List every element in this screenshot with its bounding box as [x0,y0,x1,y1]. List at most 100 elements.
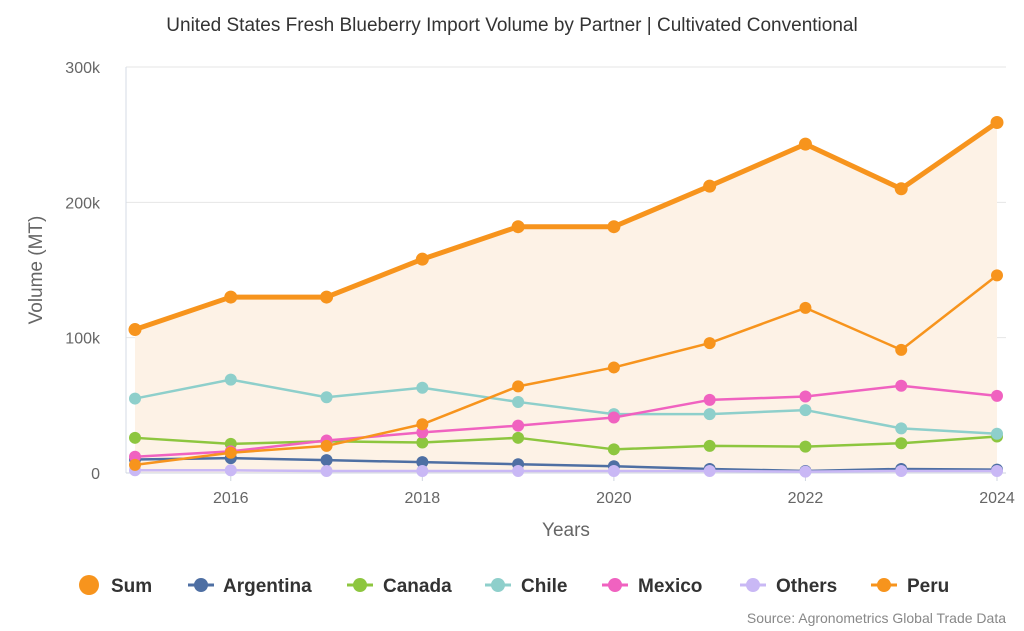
data-point-canada [703,439,716,452]
data-point-sum [415,252,429,266]
y-axis-label: Volume (MT) [26,216,47,325]
data-point-mexico [703,393,716,406]
series-sum [128,115,1004,337]
data-point-peru [320,439,333,452]
data-point-sum [320,290,334,304]
y-tick-label: 100k [65,331,101,348]
data-point-mexico [607,411,620,424]
data-point-sum [990,115,1004,129]
source-note: Source: Agronometrics Global Trade Data [747,610,1006,626]
chart-title: United States Fresh Blueberry Import Vol… [166,15,857,36]
x-tick-label: 2024 [979,490,1015,507]
data-point-mexico [512,419,525,432]
data-point-peru [224,446,237,459]
data-point-mexico [799,390,812,403]
legend-item-mexico: Mexico [602,576,702,597]
legend-symbol [746,578,760,592]
series-line-chile [133,378,999,436]
legend: Sum Argentina Canada Chile Mexico Others Peru [79,575,949,597]
series-chile [129,373,1003,440]
series-peru [129,269,1003,471]
series-line-sum [132,119,1000,333]
data-point-mexico [895,379,908,392]
data-point-sum [607,220,621,234]
legend-symbol [877,578,891,592]
data-point-sum [224,290,238,304]
data-point-peru [512,380,525,393]
data-point-sum [798,137,812,151]
series-line-argentina [133,456,999,473]
data-point-peru [895,343,908,356]
sum-area [135,122,997,473]
y-tick-label: 200k [65,195,101,212]
series-line-mexico [133,384,999,459]
data-point-peru [799,301,812,314]
data-point-chile [799,404,812,417]
data-point-canada [129,431,141,444]
legend-symbol [491,578,505,592]
legend-item-canada: Canada [347,576,452,597]
data-point-chile [991,427,1003,440]
data-point-mexico [991,389,1003,402]
legend-item-others: Others [740,576,837,597]
data-point-canada [416,436,429,449]
data-point-peru [991,269,1003,282]
series-line-canada [133,435,999,451]
data-point-chile [895,422,908,435]
data-point-peru [416,418,429,431]
data-point-peru [703,337,716,350]
data-point-canada [512,431,525,444]
data-point-peru [607,361,620,374]
data-point-others [320,464,333,477]
legend-label: Canada [383,576,452,597]
y-tick-label: 300k [65,60,101,77]
data-point-others [799,465,812,478]
x-tick-label: 2016 [213,490,249,507]
data-point-argentina [320,454,333,467]
x-axis-label: Years [542,520,590,541]
legend-symbol [608,578,622,592]
data-point-others [416,464,429,477]
series-group [128,115,1004,478]
series-line-others [133,469,999,473]
legend-item-peru: Peru [871,576,949,597]
legend-item-chile: Chile [485,576,567,597]
data-point-canada [895,437,908,450]
data-point-others [512,464,525,477]
data-point-peru [129,458,141,471]
legend-label: Sum [111,576,152,597]
legend-symbol [353,578,367,592]
data-point-others [991,464,1003,477]
data-point-others [895,464,908,477]
legend-label: Chile [521,576,567,597]
x-tick-label: 2022 [788,490,824,507]
x-tick-label: 2018 [405,490,441,507]
data-point-sum [128,323,142,337]
data-point-sum [703,179,717,193]
legend-item-argentina: Argentina [188,576,312,597]
legend-item-sum: Sum [79,575,152,597]
data-point-chile [416,381,429,394]
series-line-peru [133,274,999,467]
data-point-chile [703,408,716,421]
legend-label: Mexico [638,576,702,597]
legend-symbol [79,575,99,595]
data-point-chile [320,391,333,404]
data-point-sum [894,182,908,196]
axes: 2016 2018 2020 2022 2024 [125,67,1015,507]
data-point-canada [607,443,620,456]
y-tick-label: 0 [91,466,100,483]
data-point-canada [799,440,812,453]
legend-label: Argentina [223,576,312,597]
data-point-others [703,464,716,477]
data-point-others [224,464,237,477]
data-point-chile [224,373,237,386]
data-point-chile [129,392,141,405]
sum-area-fill [135,122,997,473]
data-point-chile [512,395,525,408]
legend-symbol [194,578,208,592]
data-point-sum [511,220,525,234]
legend-label: Peru [907,576,949,597]
data-point-argentina [416,456,429,469]
